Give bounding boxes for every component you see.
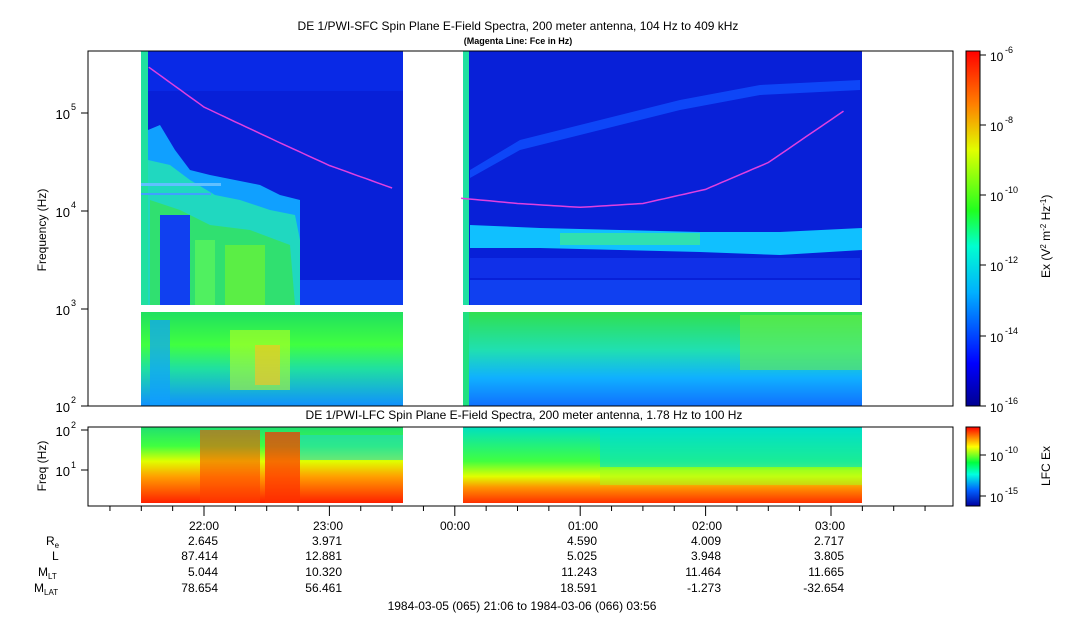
main-title: DE 1/PWI-SFC Spin Plane E-Field Spectra,… [298,19,739,33]
lfc-cbar-tick-m15-exp: -15 [1005,486,1018,496]
lfc-cbar-label: LFC Ex [1039,446,1053,486]
ephemeris-labels: Re L MLT MLAT [34,534,60,597]
eph-re-4: 4.009 [691,534,721,548]
lfc-ytick-1e1-exp: 1 [71,460,76,470]
eph-mlat-0: 78.654 [181,581,218,595]
eph-mlat-1: 56.461 [305,581,342,595]
cbar-label-sup2: -2 [1039,223,1048,231]
eph-label-mlat-sub: LAT [44,588,58,597]
eph-mlt-3: 11.243 [561,565,597,579]
ephemeris-values: 2.645 3.971 4.590 4.009 2.717 87.414 12.… [181,534,844,595]
lfc-ytick-1e2-exp: 2 [71,420,76,430]
cbar-tick-m16-exp: -16 [1005,396,1018,406]
lfc-cbar-tick-m10: 10 [990,450,1004,464]
eph-re-0: 2.645 [188,534,218,548]
sfc-ylabel: Frequency (Hz) [35,189,49,272]
eph-label-mlt-main: M [38,565,48,579]
lfc-cbar-tick-m10-exp: -10 [1005,445,1018,455]
eph-label-re: Re [46,534,60,550]
eph-label-mlat-main: M [34,581,44,595]
xtick-label-0100: 01:00 [568,519,598,533]
cbar-tick-m12: 10 [990,260,1004,274]
sfc-ytick-1e3: 10 [56,303,70,318]
lfc-cbar-tick-m15: 10 [990,491,1004,505]
eph-l-5: 3.805 [814,549,844,563]
eph-label-mlt: MLT [38,565,57,581]
eph-l-3: 5.025 [567,549,597,563]
cbar-label-part2: m [1039,231,1053,244]
eph-mlt-4: 11.464 [685,565,721,579]
fce-line-seg1 [148,66,393,189]
cbar-label-part4: ) [1039,195,1053,199]
sfc-ytick-1e3-exp: 3 [71,298,76,308]
sfc-ytick-1e4: 10 [56,205,70,220]
eph-mlat-4: -1.273 [687,581,721,595]
xtick-label-0000: 00:00 [440,519,470,533]
time-range-caption: 1984-03-05 (065) 21:06 to 1984-03-06 (06… [388,599,657,613]
xtick-label-0300: 03:00 [815,519,845,533]
eph-mlt-0: 5.044 [188,565,218,579]
cbar-label-sup3: -1 [1039,198,1048,206]
eph-mlt-1: 10.320 [305,565,342,579]
cbar-label-sup1: 2 [1039,244,1048,249]
eph-l-0: 87.414 [181,549,218,563]
eph-re-1: 3.971 [312,534,342,548]
sfc-ytick-1e2-exp: 2 [71,395,76,405]
x-axis-ticks [109,506,926,516]
sfc-ytick-1e5-exp: 5 [71,102,76,112]
cbar-tick-m14-exp: -14 [1005,326,1018,336]
eph-mlat-5: -32.654 [803,581,844,595]
eph-label-mlt-sub: LT [48,572,57,581]
cbar-tick-m12-exp: -12 [1005,255,1018,265]
cbar-tick-m10-exp: -10 [1005,185,1018,195]
eph-mlt-5: 11.665 [808,565,844,579]
cbar-label-part1: Ex (V [1039,249,1053,278]
sfc-y-axis: 10 5 10 4 10 3 10 2 Frequency (Hz) [35,102,88,415]
eph-mlat-3: 18.591 [560,581,597,595]
cbar-tick-m10: 10 [990,190,1004,204]
eph-re-5: 2.717 [814,534,844,548]
lfc-ytick-1e1: 10 [56,464,70,479]
eph-label-l: L [52,549,59,563]
eph-label-re-main: R [46,534,55,548]
cbar-tick-m14: 10 [990,331,1004,345]
eph-re-3: 4.590 [567,534,597,548]
xtick-label-0200: 02:00 [692,519,722,533]
fce-line-seg2 [461,110,844,209]
sfc-ytick-1e4-exp: 4 [71,200,76,210]
lfc-ytick-1e2: 10 [56,424,70,439]
main-subtitle: (Magenta Line: Fce in Hz) [464,36,573,46]
lfc-colorbar: 10 -10 10 -15 LFC Ex [965,426,1053,507]
cbar-label: Ex (V2 m-2 Hz-1) [1039,195,1054,278]
x-axis-labels: 22:00 23:00 00:00 01:00 02:00 03:00 [189,519,845,533]
cbar-label-part3: Hz [1039,206,1053,224]
lfc-y-axis: 10 2 10 1 Freq (Hz) [35,420,88,491]
eph-l-4: 3.948 [691,549,721,563]
eph-l-1: 12.881 [305,549,342,563]
sfc-spectrogram [87,50,954,407]
eph-label-mlat: MLAT [34,581,58,597]
cbar-tick-m8-exp: -8 [1005,115,1013,125]
cbar-tick-m6: 10 [990,50,1004,64]
cbar-tick-m6-exp: -6 [1005,45,1013,55]
cbar-tick-m16: 10 [990,401,1004,415]
sfc-ytick-1e2: 10 [56,400,70,415]
sfc-colorbar: 10 -6 10 -8 10 -10 10 -12 10 -14 10 -16 … [965,45,1054,415]
lfc-spectrogram [87,426,954,507]
eph-label-re-sub: e [55,541,60,550]
xtick-label-2200: 22:00 [189,519,219,533]
sfc-ytick-1e5: 10 [56,107,70,122]
lfc-title: DE 1/PWI-LFC Spin Plane E-Field Spectra,… [306,408,743,422]
lfc-ylabel: Freq (Hz) [35,441,49,492]
xtick-label-2300: 23:00 [313,519,343,533]
cbar-tick-m8: 10 [990,120,1004,134]
